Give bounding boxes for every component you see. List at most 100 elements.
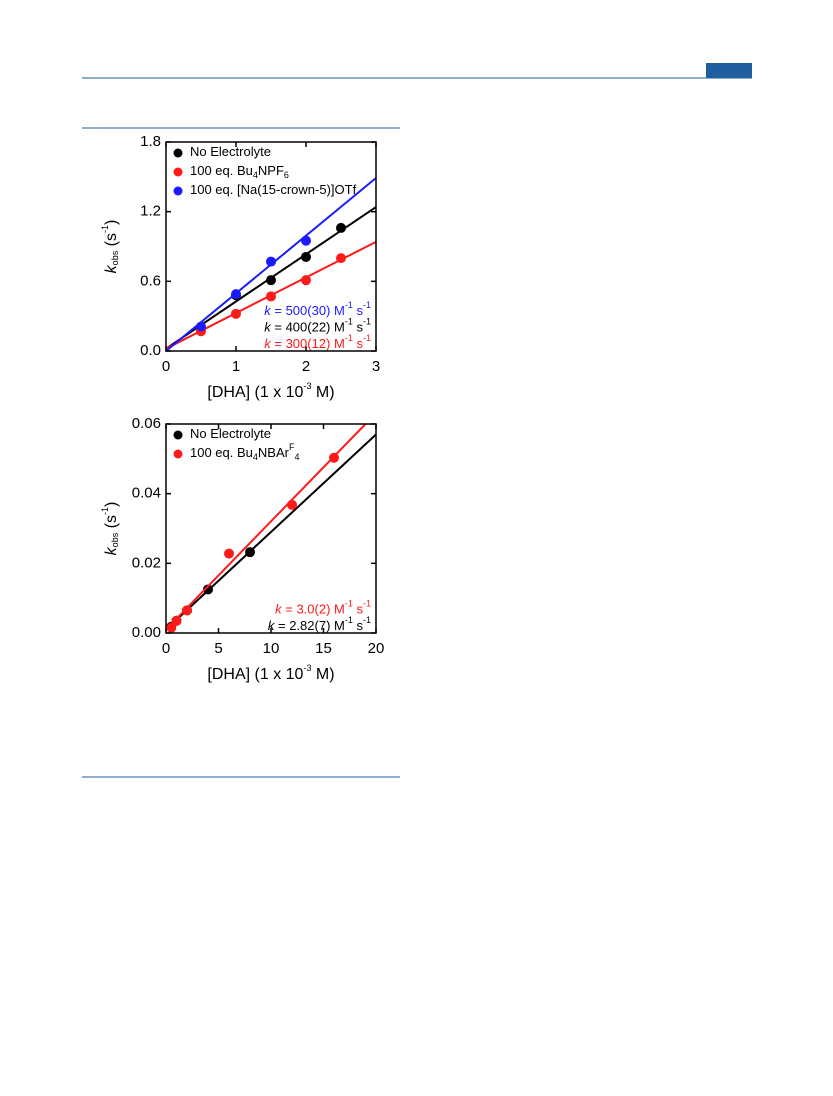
x-tick-label: 0 xyxy=(162,640,170,657)
legend-label: No Electrolyte xyxy=(190,426,271,441)
fit-annotation: k = 400(22) M-1 s-1 xyxy=(264,317,371,335)
x-axis-label-part: [DHA] (1 x 10 xyxy=(207,384,303,401)
fit-annotation-part: k xyxy=(268,618,276,633)
fit-annotation-part: s xyxy=(353,602,364,617)
y-tick-label: 1.8 xyxy=(140,133,161,150)
x-axis-label: [DHA] (1 x 10-3 M) xyxy=(207,663,334,683)
y-tick-label: 0.02 xyxy=(132,554,161,571)
fit-annotation-part: k xyxy=(264,336,272,351)
legend-label-part: 4 xyxy=(294,452,299,462)
legend-label-part: NBAr xyxy=(258,445,290,460)
data-point xyxy=(336,253,346,264)
y-axis-label-part: obs xyxy=(110,532,120,547)
fit-annotation-part: = 3.0(2) M xyxy=(282,602,345,617)
y-tick-label: 0.00 xyxy=(132,624,161,641)
legend-marker xyxy=(173,186,183,196)
fit-annotation: k = 300(12) M-1 s-1 xyxy=(264,333,371,351)
x-tick-label: 1 xyxy=(232,358,240,375)
legend-label-part: NPF xyxy=(258,163,284,178)
fit-annotation-part: s xyxy=(353,336,364,351)
y-axis-label-part: ) xyxy=(103,502,120,507)
x-axis-label-part: -3 xyxy=(303,381,311,391)
y-axis-label-part: (s xyxy=(103,233,120,251)
plot-frame xyxy=(165,423,377,634)
fit-annotation: k = 2.82(7) M-1 s-1 xyxy=(268,615,371,633)
legend-label-part: No Electrolyte xyxy=(190,144,271,159)
fit-annotation-part: s xyxy=(353,618,364,633)
legend-label-part: 100 eq. Bu xyxy=(190,163,253,178)
x-tick-label: 2 xyxy=(302,358,310,375)
fit-annotation-part: -1 xyxy=(363,615,371,625)
fit-line xyxy=(166,433,376,631)
data-point xyxy=(266,256,276,267)
fit-annotation-part: = 400(22) M xyxy=(271,320,345,335)
x-axis-label-part: M) xyxy=(311,384,334,401)
data-point xyxy=(182,605,192,616)
y-axis-label: kobs (s-1) xyxy=(100,220,120,274)
legend-marker xyxy=(173,148,183,158)
legend-label-part: 6 xyxy=(284,170,289,180)
y-tick-label: 0.06 xyxy=(132,415,161,432)
y-axis-label-part: -1 xyxy=(100,507,110,515)
x-tick-label: 3 xyxy=(372,358,380,375)
data-point xyxy=(301,275,311,286)
legend-label-part: 100 eq. [Na(15-crown-5)]OTf xyxy=(190,182,357,197)
header-tab xyxy=(706,63,752,78)
x-tick-label: 10 xyxy=(263,640,280,657)
fit-annotation-part: -1 xyxy=(363,300,371,310)
legend-label: 100 eq. Bu4NBArF4 xyxy=(190,442,299,462)
y-axis-label-part: k xyxy=(103,546,120,555)
fit-annotation-part: -1 xyxy=(345,333,353,343)
data-point xyxy=(329,452,339,463)
y-axis-label-part: k xyxy=(103,264,120,273)
y-tick-label: 0.6 xyxy=(140,272,161,289)
fit-annotation-part: k xyxy=(275,602,283,617)
legend-label: 100 eq. Bu4NPF6 xyxy=(190,163,289,180)
fit-annotation-part: k xyxy=(264,320,272,335)
y-tick-label: 0.0 xyxy=(140,342,161,359)
data-point xyxy=(301,235,311,246)
y-tick-label: 0.04 xyxy=(132,485,161,502)
fit-annotation: k = 500(30) M-1 s-1 xyxy=(264,300,371,318)
data-point xyxy=(196,321,206,332)
y-axis-label-part: obs xyxy=(110,250,120,265)
legend-label: 100 eq. [Na(15-crown-5)]OTf xyxy=(190,182,357,197)
fit-annotation-part: = 2.82(7) M xyxy=(274,618,344,633)
legend-label: No Electrolyte xyxy=(190,144,271,159)
data-point xyxy=(336,222,346,233)
data-point xyxy=(224,548,234,559)
x-axis-label-part: [DHA] (1 x 10 xyxy=(207,666,303,683)
data-point xyxy=(266,275,276,286)
data-point xyxy=(245,547,255,558)
legend-marker xyxy=(173,430,183,440)
legend-label-part: F xyxy=(289,442,295,452)
plot-frame xyxy=(165,141,377,352)
x-tick-label: 5 xyxy=(214,640,222,657)
fit-annotation: k = 3.0(2) M-1 s-1 xyxy=(275,599,371,617)
x-axis-label-part: M) xyxy=(311,666,334,683)
fit-annotation-part: = 300(12) M xyxy=(271,336,345,351)
y-axis-label-part: ) xyxy=(103,220,120,225)
data-point xyxy=(231,308,241,319)
data-point xyxy=(287,499,297,510)
legend-label-part: 100 eq. Bu xyxy=(190,445,253,460)
legend-marker xyxy=(173,449,183,459)
fit-annotation-part: -1 xyxy=(345,300,353,310)
y-axis-label-part: -1 xyxy=(100,225,110,233)
fit-annotation-part: k xyxy=(264,303,272,318)
y-axis-label-part: (s xyxy=(103,515,120,533)
fit-annotation-part: = 500(30) M xyxy=(271,303,345,318)
data-point xyxy=(231,289,241,300)
data-point xyxy=(301,251,311,262)
fit-annotation-part: s xyxy=(353,303,364,318)
fit-annotation-part: -1 xyxy=(345,599,353,609)
fit-annotation-part: -1 xyxy=(345,615,353,625)
data-point xyxy=(171,615,182,626)
legend-label-part: No Electrolyte xyxy=(190,426,271,441)
legend-label-part: 4 xyxy=(253,170,258,180)
data-point xyxy=(166,622,177,633)
legend-marker xyxy=(173,167,183,177)
x-axis-label: [DHA] (1 x 10-3 M) xyxy=(207,381,334,401)
x-tick-label: 15 xyxy=(315,640,332,657)
